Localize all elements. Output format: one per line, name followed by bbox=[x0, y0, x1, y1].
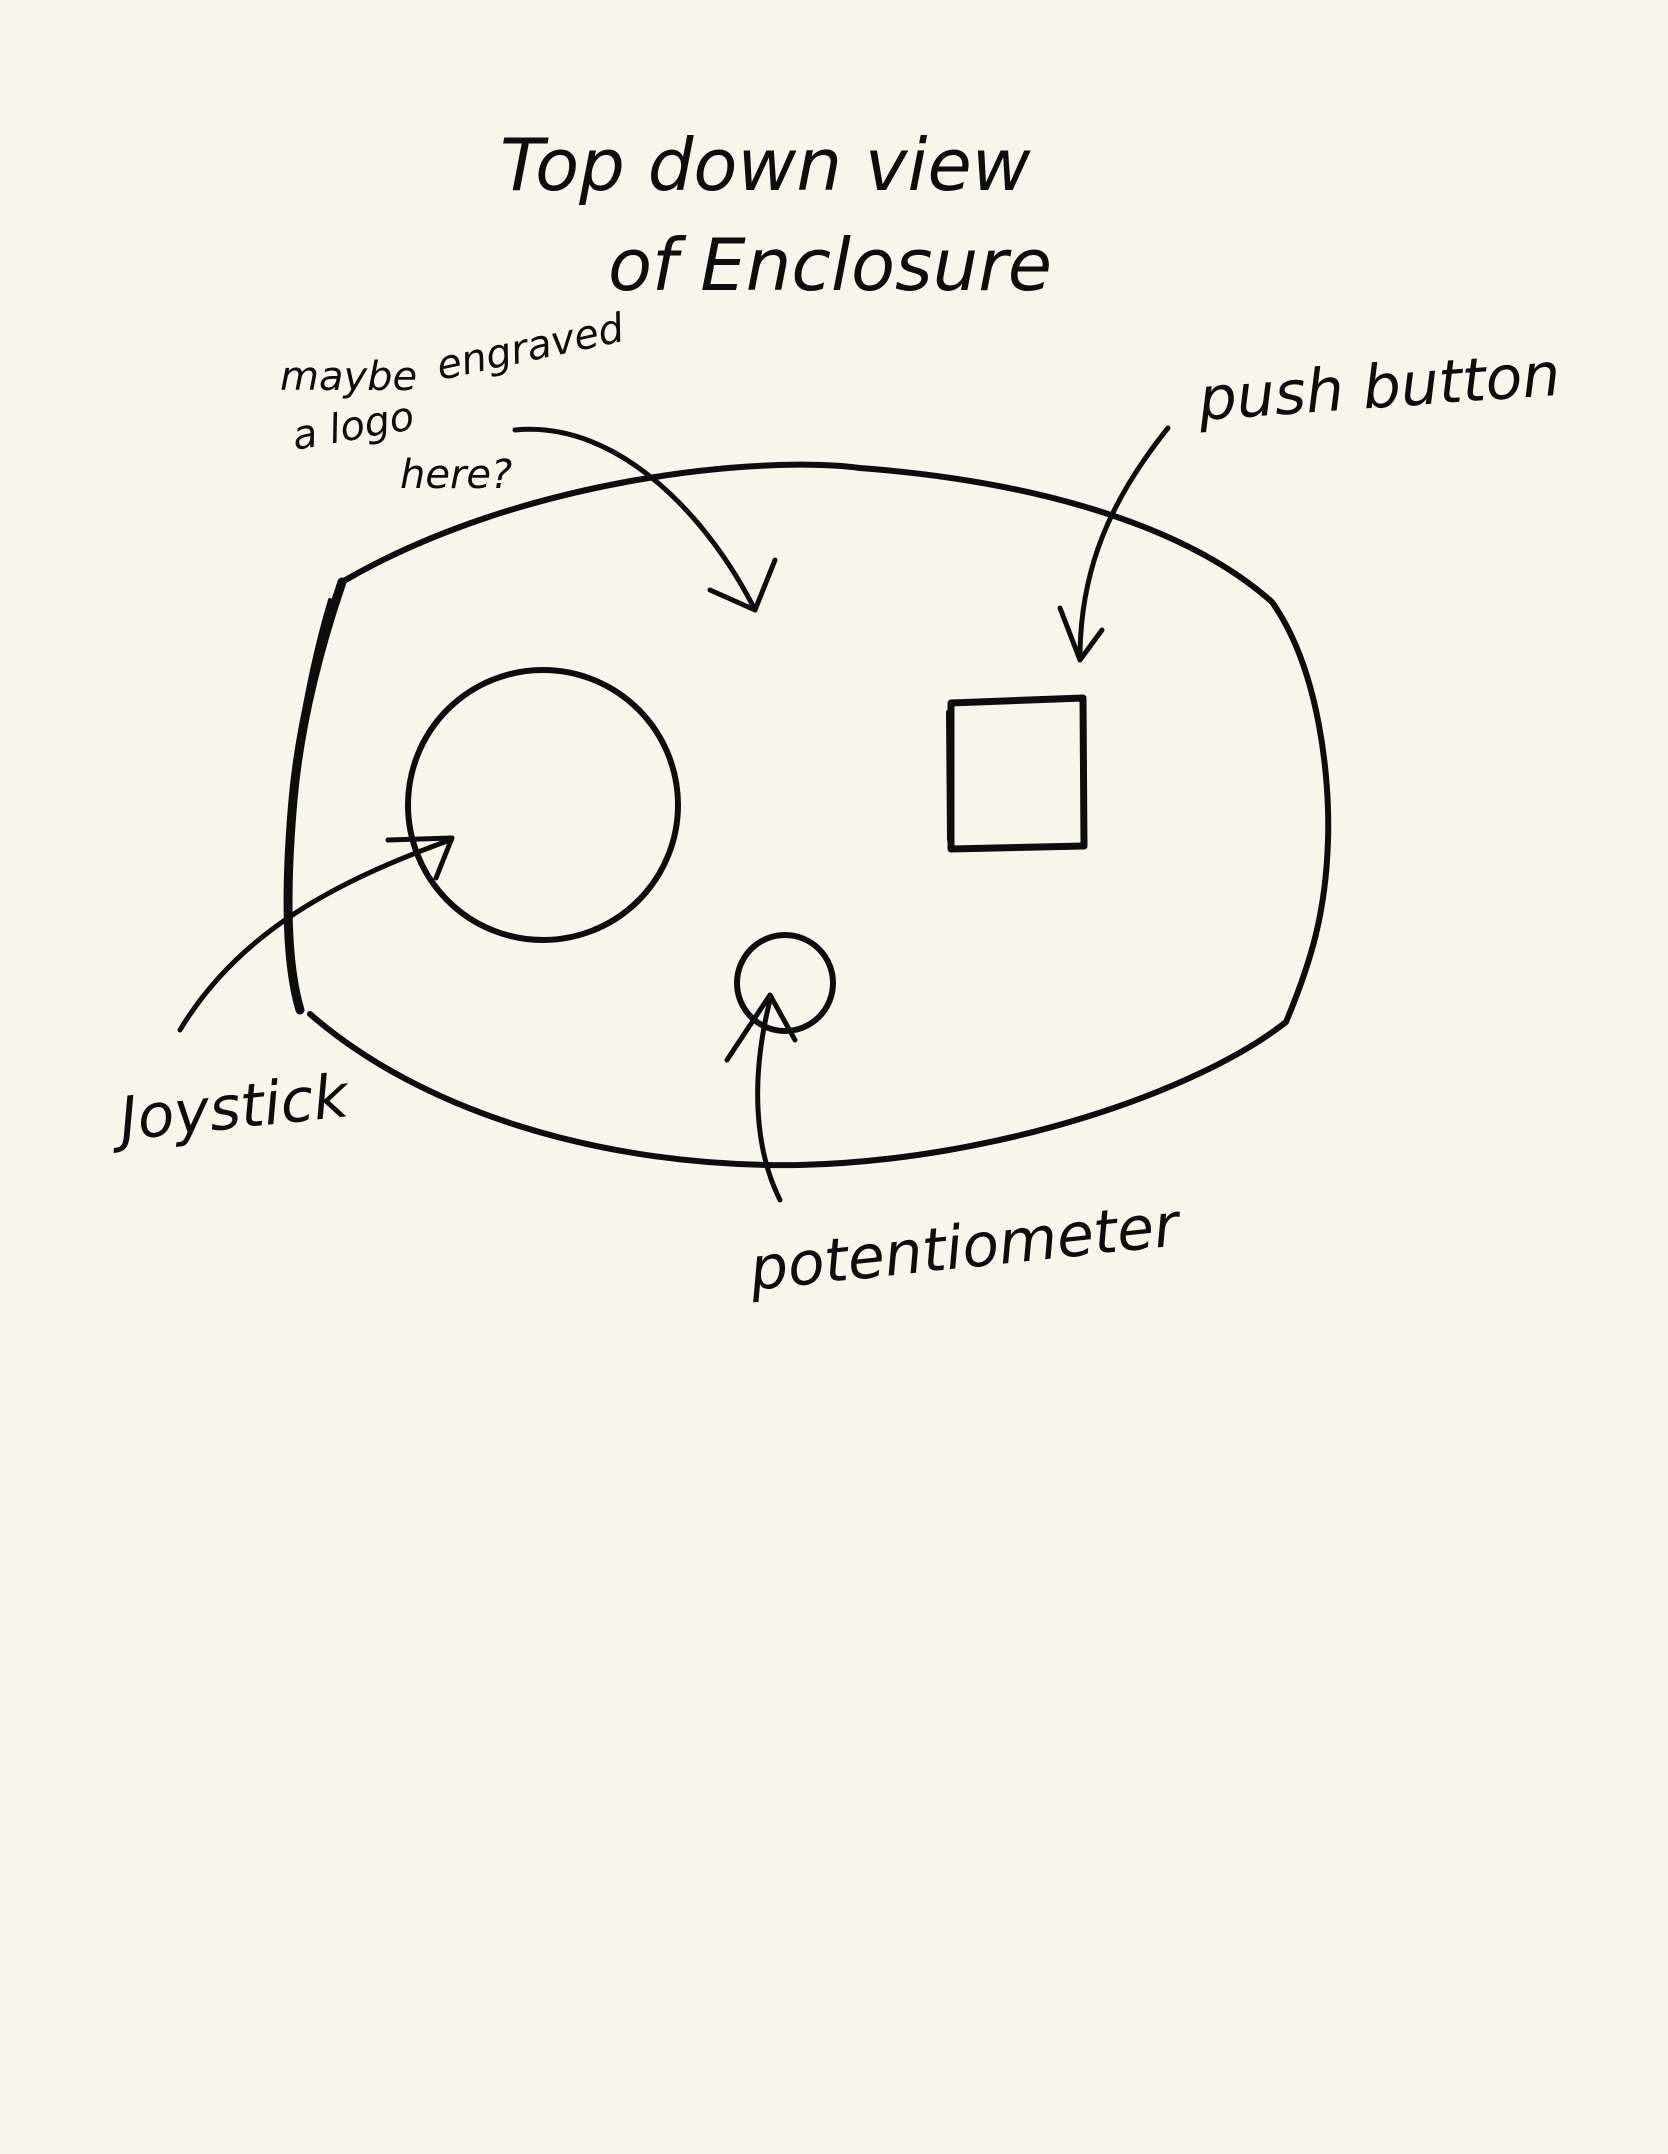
push-button-label: push button bbox=[1195, 340, 1562, 435]
potentiometer-arrow bbox=[755, 997, 783, 1203]
logo-arrow-head bbox=[707, 557, 778, 613]
logo-note-line-1: maybe bbox=[280, 354, 417, 400]
push-button-square bbox=[947, 694, 1088, 853]
push-button-arrow-head bbox=[1057, 605, 1105, 663]
joystick-circle bbox=[405, 667, 681, 943]
potentiometer-arrow-head bbox=[724, 992, 798, 1063]
enclosure-left-edge-stroke-2 bbox=[286, 598, 332, 1002]
title-line-1: Top down view bbox=[500, 123, 1031, 207]
enclosure-left-edge bbox=[283, 577, 347, 1015]
enclosure-outline bbox=[307, 461, 1332, 1169]
potentiometer-circle bbox=[734, 932, 836, 1034]
joystick-arrow-head bbox=[385, 835, 455, 881]
logo-note-line-3: here? bbox=[400, 452, 512, 498]
logo-note-line-1b: engraved bbox=[433, 305, 629, 390]
logo-note-line-2: a logo bbox=[289, 393, 418, 460]
title-line-2: of Enclosure bbox=[608, 223, 1052, 307]
logo-arrow bbox=[512, 426, 758, 613]
push-button-square-edge bbox=[946, 710, 951, 842]
potentiometer-label: potentiometer bbox=[745, 1190, 1185, 1305]
joystick-arrow bbox=[177, 837, 453, 1033]
joystick-label: Joystick bbox=[106, 1061, 353, 1156]
push-button-arrow bbox=[1077, 425, 1171, 661]
